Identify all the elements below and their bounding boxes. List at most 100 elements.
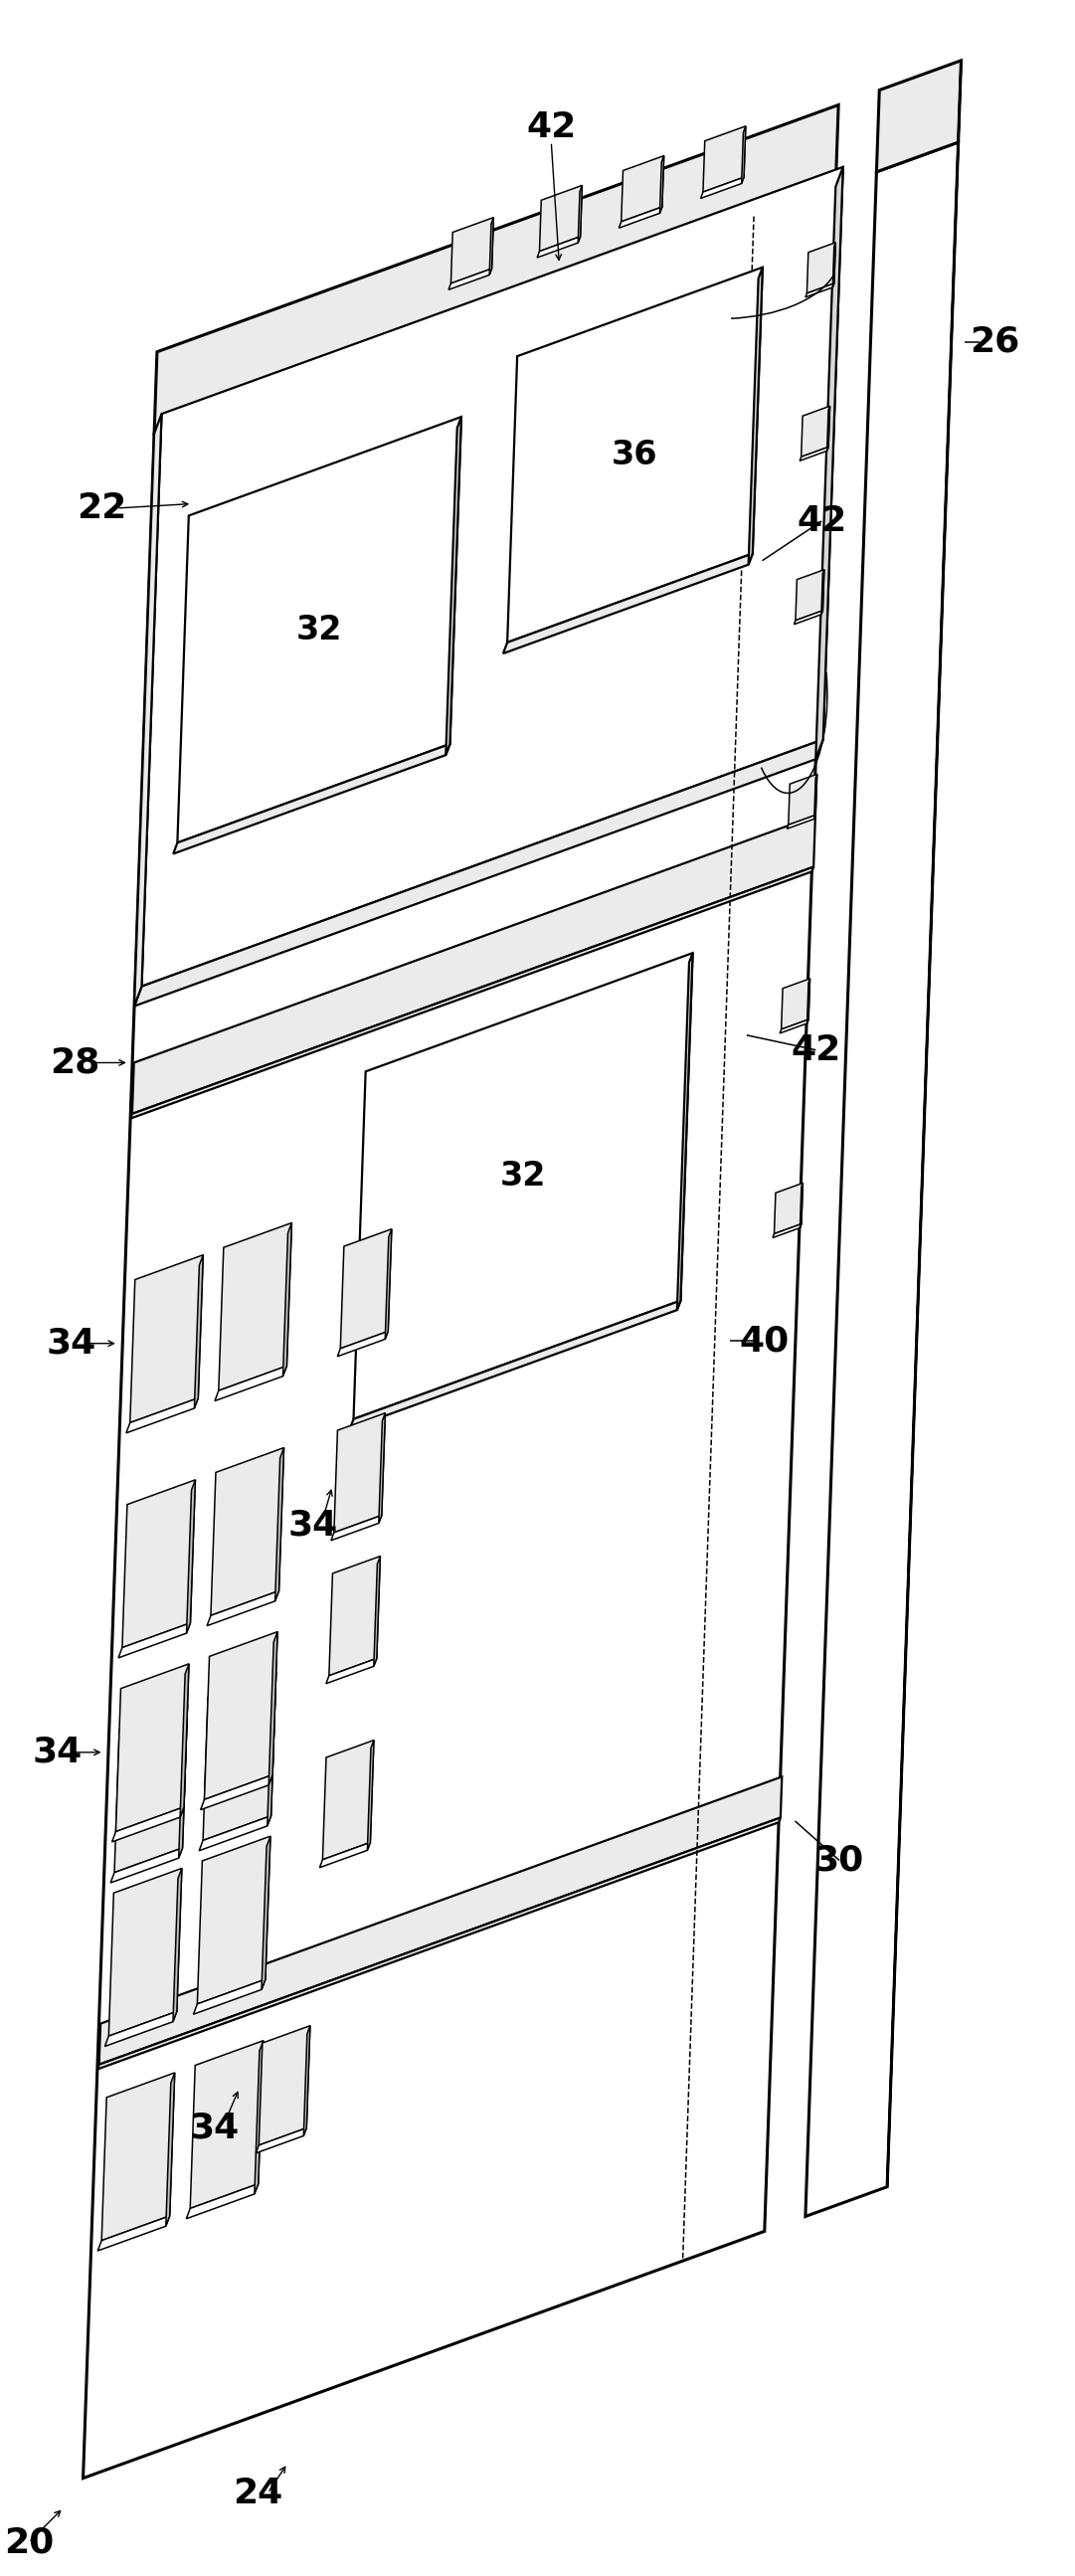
Polygon shape xyxy=(350,1301,680,1430)
Polygon shape xyxy=(374,1556,381,1667)
Polygon shape xyxy=(154,106,838,433)
Polygon shape xyxy=(827,407,830,451)
Polygon shape xyxy=(619,206,662,229)
Text: 32: 32 xyxy=(500,1159,546,1193)
Text: 34: 34 xyxy=(288,1510,338,1543)
Polygon shape xyxy=(833,242,835,289)
Polygon shape xyxy=(101,2074,175,2241)
Polygon shape xyxy=(303,2025,310,2136)
Text: 24: 24 xyxy=(233,2476,283,2509)
Polygon shape xyxy=(130,868,814,1118)
Polygon shape xyxy=(338,1332,388,1358)
Polygon shape xyxy=(112,1806,184,1842)
Polygon shape xyxy=(540,185,583,252)
Polygon shape xyxy=(198,1837,271,2004)
Polygon shape xyxy=(660,155,664,214)
Polygon shape xyxy=(385,1229,391,1340)
Polygon shape xyxy=(134,415,161,1007)
Polygon shape xyxy=(354,953,692,1419)
Polygon shape xyxy=(773,1224,802,1236)
Polygon shape xyxy=(218,1224,291,1391)
Polygon shape xyxy=(123,1479,196,1649)
Polygon shape xyxy=(83,185,835,2478)
Text: 34: 34 xyxy=(32,1736,83,1770)
Polygon shape xyxy=(821,569,825,616)
Polygon shape xyxy=(742,126,746,183)
Polygon shape xyxy=(99,1777,782,2063)
Polygon shape xyxy=(211,1448,284,1615)
Polygon shape xyxy=(341,1229,391,1350)
Polygon shape xyxy=(256,2128,306,2154)
Polygon shape xyxy=(109,1868,182,2035)
Polygon shape xyxy=(703,126,746,193)
Polygon shape xyxy=(130,1255,203,1422)
Polygon shape xyxy=(118,1623,190,1659)
Polygon shape xyxy=(111,1847,183,1883)
Polygon shape xyxy=(177,417,461,842)
Polygon shape xyxy=(677,953,692,1311)
Polygon shape xyxy=(782,979,809,1030)
Text: 42: 42 xyxy=(797,505,846,538)
Polygon shape xyxy=(450,216,493,283)
Polygon shape xyxy=(193,1978,266,2014)
Text: 34: 34 xyxy=(189,2110,240,2146)
Polygon shape xyxy=(368,1741,374,1850)
Polygon shape xyxy=(701,178,744,198)
Polygon shape xyxy=(132,817,815,1113)
Text: 42: 42 xyxy=(791,1033,841,1066)
Polygon shape xyxy=(204,1631,277,1801)
Text: 20: 20 xyxy=(4,2524,54,2561)
Polygon shape xyxy=(283,1224,291,1376)
Text: 40: 40 xyxy=(740,1324,789,1358)
Polygon shape xyxy=(621,155,664,222)
Polygon shape xyxy=(181,1664,189,1816)
Polygon shape xyxy=(774,1182,803,1234)
Text: 26: 26 xyxy=(970,325,1019,358)
Polygon shape xyxy=(779,1020,808,1033)
Text: 32: 32 xyxy=(297,613,343,647)
Polygon shape xyxy=(805,283,834,296)
Polygon shape xyxy=(116,1664,189,1832)
Polygon shape xyxy=(142,167,843,987)
Polygon shape xyxy=(269,1631,277,1785)
Polygon shape xyxy=(215,1365,287,1401)
Polygon shape xyxy=(178,1705,187,1857)
Polygon shape xyxy=(268,1672,276,1826)
Polygon shape xyxy=(805,142,958,2215)
Polygon shape xyxy=(489,216,493,276)
Polygon shape xyxy=(114,1705,187,1873)
Polygon shape xyxy=(261,1837,271,1989)
Polygon shape xyxy=(788,775,817,824)
Polygon shape xyxy=(787,814,816,829)
Polygon shape xyxy=(331,1515,382,1540)
Polygon shape xyxy=(334,1414,385,1533)
Polygon shape xyxy=(794,611,822,623)
Polygon shape xyxy=(322,1741,374,1860)
Text: 22: 22 xyxy=(76,492,127,526)
Polygon shape xyxy=(190,2040,263,2208)
Polygon shape xyxy=(201,1775,273,1811)
Polygon shape xyxy=(98,2215,170,2251)
Polygon shape xyxy=(814,775,817,819)
Polygon shape xyxy=(795,569,825,621)
Polygon shape xyxy=(326,1659,376,1685)
Polygon shape xyxy=(507,268,762,641)
Polygon shape xyxy=(538,237,580,258)
Text: 42: 42 xyxy=(527,111,576,144)
Polygon shape xyxy=(448,268,491,289)
Polygon shape xyxy=(748,268,762,564)
Polygon shape xyxy=(807,242,835,294)
Polygon shape xyxy=(195,1255,203,1409)
Polygon shape xyxy=(134,739,823,1007)
Polygon shape xyxy=(887,59,961,2187)
Polygon shape xyxy=(203,1672,276,1839)
Polygon shape xyxy=(876,59,961,173)
Polygon shape xyxy=(319,1842,370,1868)
Polygon shape xyxy=(255,2040,263,2195)
Polygon shape xyxy=(329,1556,381,1674)
Polygon shape xyxy=(378,1414,385,1522)
Text: 34: 34 xyxy=(46,1327,97,1360)
Polygon shape xyxy=(173,744,450,853)
Polygon shape xyxy=(166,2074,175,2226)
Polygon shape xyxy=(173,1868,182,2022)
